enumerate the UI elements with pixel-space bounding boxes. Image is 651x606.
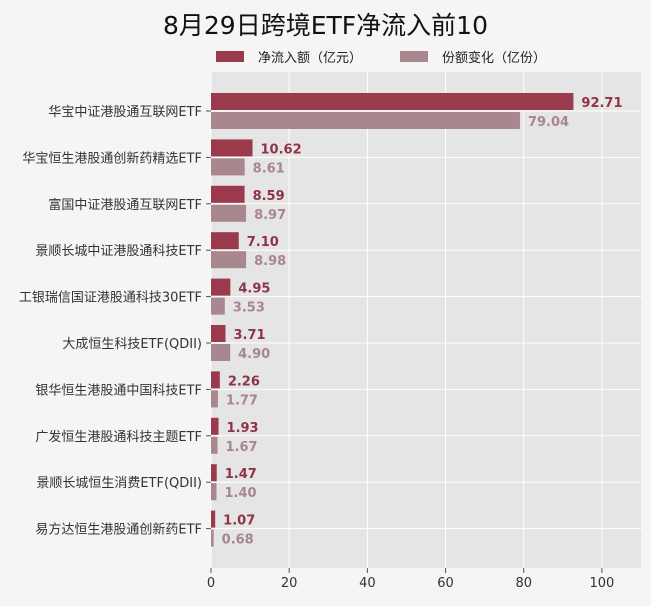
- legend-item-share-change: 份额变化（亿份）: [400, 47, 546, 66]
- category-label: 银华恒生港股通中国科技ETF: [35, 383, 202, 398]
- bar-net-inflow: [211, 371, 220, 389]
- legend-label-net-inflow: 净流入额（亿元）: [258, 51, 363, 66]
- category-label: 大成恒生科技ETF(QDII): [62, 337, 202, 352]
- data-label-net-inflow: 3.71: [234, 328, 266, 343]
- data-label-share-change: 0.68: [222, 533, 254, 548]
- data-label-net-inflow: 1.47: [225, 467, 257, 482]
- bar-net-inflow: [211, 232, 239, 250]
- bar-share-change: [211, 529, 214, 547]
- data-label-share-change: 8.61: [253, 161, 285, 176]
- data-label-net-inflow: 8.59: [253, 189, 285, 204]
- data-label-share-change: 1.77: [226, 393, 258, 408]
- category-label: 富国中证港股通互联网ETF: [48, 197, 202, 213]
- x-tick-label: 60: [437, 576, 454, 591]
- bar-share-change: [211, 344, 231, 361]
- category-label: 景顺长城恒生消费ETF(QDII): [36, 476, 202, 491]
- data-label-net-inflow: 7.10: [247, 235, 279, 250]
- bar-share-change: [211, 297, 225, 315]
- bar-net-inflow: [211, 278, 231, 296]
- data-label-share-change: 1.67: [226, 440, 258, 455]
- x-tick-label: 100: [589, 576, 614, 591]
- legend-label-share-change: 份额变化（亿份）: [442, 51, 547, 66]
- bar-net-inflow: [211, 510, 216, 528]
- data-label-share-change: 79.04: [528, 115, 569, 130]
- data-label-share-change: 8.98: [254, 254, 286, 269]
- bar-share-change: [211, 251, 247, 269]
- legend: 净流入额（亿元） 份额变化（亿份）: [216, 47, 546, 66]
- data-label-share-change: 3.53: [233, 301, 265, 316]
- bar-share-change: [211, 204, 247, 222]
- data-label-share-change: 1.40: [224, 486, 256, 501]
- bar-share-change: [211, 390, 218, 408]
- bar-net-inflow: [211, 93, 574, 110]
- category-label: 易方达恒生港股通创新药ETF: [35, 522, 202, 538]
- data-label-share-change: 8.97: [254, 208, 286, 223]
- category-label: 华宝恒生港股通创新药精选ETF: [22, 150, 202, 166]
- bar-share-change: [211, 483, 217, 501]
- data-label-share-change: 4.90: [238, 347, 270, 362]
- chart-title: 8月29日跨境ETF净流入前10: [163, 11, 488, 40]
- category-label: 广发恒生港股通科技主题ETF: [35, 429, 202, 445]
- x-tick-label: 20: [281, 576, 298, 591]
- legend-swatch-net-inflow: [216, 51, 244, 62]
- legend-swatch-share-change: [400, 51, 429, 62]
- bar-net-inflow: [211, 464, 217, 482]
- x-tick-label: 80: [515, 576, 532, 591]
- category-label: 景顺长城中证港股通科技ETF: [35, 244, 202, 259]
- bar-share-change: [211, 436, 218, 454]
- bar-net-inflow: [211, 417, 219, 435]
- data-label-net-inflow: 1.07: [223, 514, 255, 529]
- data-label-net-inflow: 92.71: [581, 96, 622, 111]
- bar-net-inflow: [211, 185, 245, 203]
- bar-net-inflow: [211, 139, 253, 157]
- category-label: 华宝中证港股通互联网ETF: [48, 105, 202, 120]
- legend-item-net-inflow: 净流入额（亿元）: [216, 47, 362, 66]
- data-label-net-inflow: 1.93: [227, 421, 259, 436]
- data-label-net-inflow: 4.95: [238, 282, 270, 297]
- x-tick-label: 0: [207, 576, 215, 591]
- bar-share-change: [211, 158, 245, 176]
- data-label-net-inflow: 2.26: [228, 374, 260, 389]
- x-tick-label: 40: [359, 576, 376, 591]
- data-label-net-inflow: 10.62: [261, 142, 302, 157]
- plot-area: [211, 72, 641, 568]
- bar-net-inflow: [211, 325, 226, 342]
- category-label: 工银瑞信国证港股通科技30ETF: [19, 291, 202, 306]
- bar-share-change: [211, 112, 520, 129]
